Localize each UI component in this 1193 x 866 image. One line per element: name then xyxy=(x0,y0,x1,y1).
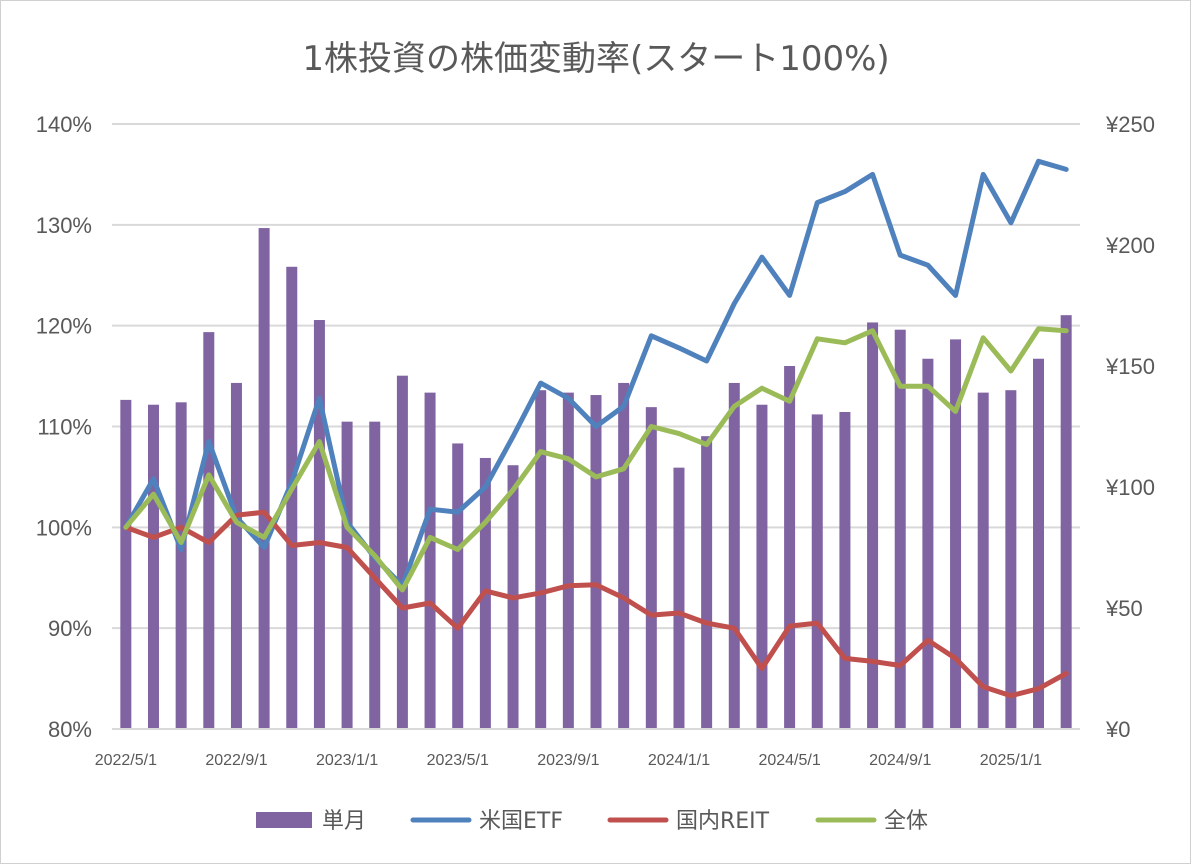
x-axis-ticks: 2022/5/1 2022/9/1 2023/1/1 2023/5/1 2023/9/1… xyxy=(95,728,1080,769)
line-series xyxy=(123,158,1069,699)
bar xyxy=(341,421,353,729)
bar xyxy=(203,332,215,729)
right-axis-tick-label: ¥100 xyxy=(1105,475,1155,500)
right-axis-tick-label: ¥250 xyxy=(1105,112,1155,137)
right-axis-ticks: ¥0 ¥50 ¥100 ¥150 ¥200 ¥250 xyxy=(1105,112,1155,742)
x-axis-tick-label: 2022/5/1 xyxy=(95,752,157,769)
right-axis-tick-label: ¥50 xyxy=(1105,596,1143,621)
bar xyxy=(977,392,989,729)
right-axis-tick-label: ¥200 xyxy=(1105,233,1155,258)
bar xyxy=(1060,315,1072,729)
bar xyxy=(950,339,962,729)
bar xyxy=(175,402,187,729)
bar xyxy=(618,382,630,729)
bar xyxy=(784,366,796,729)
bar xyxy=(756,404,768,729)
bar xyxy=(1005,390,1017,729)
right-axis-tick-label: ¥0 xyxy=(1105,717,1130,742)
bar xyxy=(535,390,547,729)
left-axis-tick-label: 140% xyxy=(36,112,92,137)
x-axis-tick-label: 2024/9/1 xyxy=(869,752,931,769)
bar xyxy=(867,322,879,729)
left-axis-tick-label: 130% xyxy=(36,213,92,238)
legend-label: 単月 xyxy=(322,809,366,834)
bar xyxy=(230,382,242,729)
series-line xyxy=(123,326,1069,593)
legend-label: 全体 xyxy=(884,809,928,834)
x-axis-tick-label: 2023/5/1 xyxy=(427,752,489,769)
left-axis-tick-label: 110% xyxy=(37,415,92,440)
legend: 単月 米国ETF 国内REIT 全体 xyxy=(256,809,928,834)
series-line xyxy=(123,509,1069,699)
chart-title: 1株投資の株価変動率(スタート100%) xyxy=(302,39,889,79)
x-axis-tick-label: 2024/1/1 xyxy=(648,752,710,769)
legend-swatch xyxy=(256,812,312,828)
bar xyxy=(645,407,657,729)
left-axis-tick-label: 120% xyxy=(36,314,92,339)
x-axis-tick-label: 2023/1/1 xyxy=(316,752,378,769)
bar xyxy=(147,404,159,729)
left-axis-tick-label: 90% xyxy=(48,616,92,641)
bar xyxy=(258,228,270,729)
left-axis-ticks: 80% 90% 100% 110% 120% 130% 140% xyxy=(36,112,92,742)
bar xyxy=(424,392,436,729)
x-axis-tick-label: 2022/9/1 xyxy=(205,752,267,769)
right-axis-tick-label: ¥150 xyxy=(1105,354,1155,379)
legend-label: 国内REIT xyxy=(676,809,770,834)
left-axis-tick-label: 100% xyxy=(36,515,92,540)
bar xyxy=(1033,358,1045,729)
bar xyxy=(728,382,740,729)
bar xyxy=(396,375,408,729)
bar xyxy=(839,411,851,729)
x-axis-tick-label: 2024/5/1 xyxy=(758,752,820,769)
bar xyxy=(286,266,298,729)
left-axis-tick-label: 80% xyxy=(48,717,92,742)
legend-label: 米国ETF xyxy=(479,809,563,834)
bar xyxy=(120,399,132,729)
bar xyxy=(562,392,574,729)
bar xyxy=(590,395,602,729)
x-axis-tick-label: 2023/9/1 xyxy=(537,752,599,769)
bar xyxy=(673,467,685,729)
bar xyxy=(701,436,713,729)
x-axis-tick-label: 2025/1/1 xyxy=(980,752,1042,769)
bar xyxy=(811,414,823,729)
bar xyxy=(894,329,906,729)
bar xyxy=(452,443,464,729)
bar xyxy=(313,320,325,729)
bar xyxy=(922,358,934,729)
bar-series xyxy=(120,228,1072,729)
